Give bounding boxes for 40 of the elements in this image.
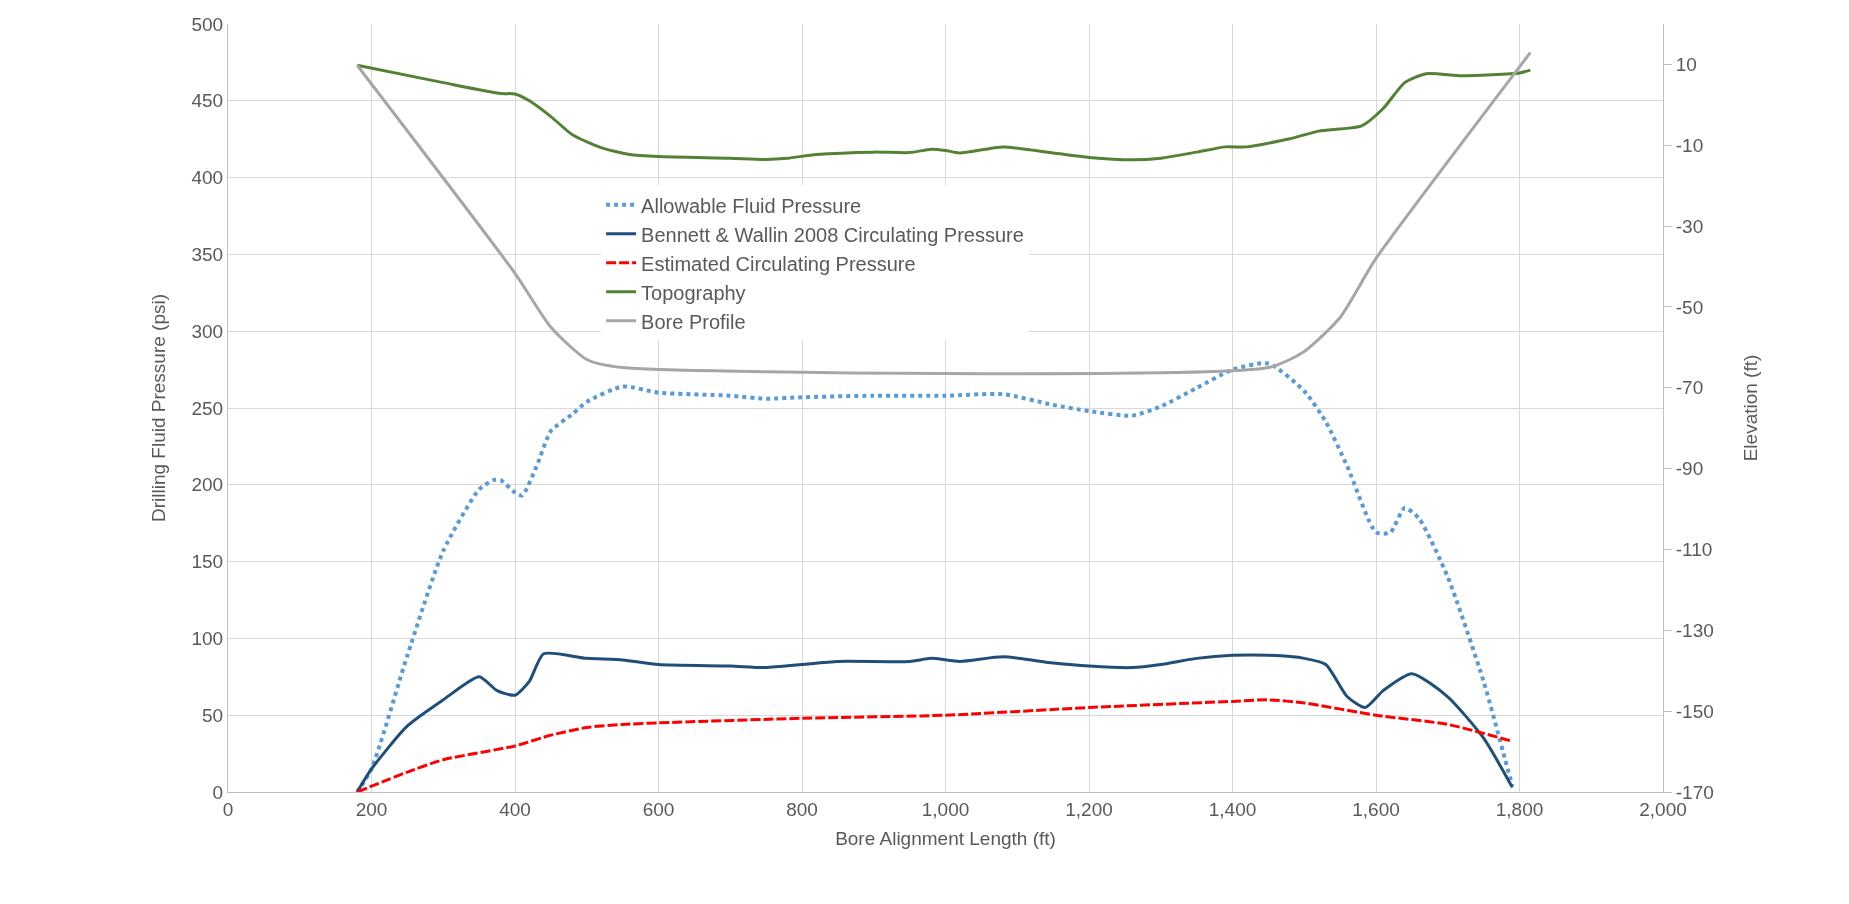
x-tick-label: 200	[355, 798, 388, 820]
y-tick-label: 100	[191, 628, 224, 650]
x-tick-label: 1,800	[1495, 798, 1544, 820]
legend-label: Topography	[641, 281, 746, 304]
legend-label: Estimated Circulating Pressure	[641, 252, 916, 275]
y2-tick-label: -130	[1675, 619, 1714, 641]
y-axis-title: Drilling Fluid Pressure (psi)	[148, 293, 170, 523]
line-series	[355, 361, 1515, 792]
y2-axis-title: Elevation (ft)	[1739, 354, 1761, 462]
x-tick-label: 600	[642, 798, 675, 820]
x-tick-label: 1,000	[921, 798, 970, 820]
y2-tick-label: -90	[1675, 458, 1704, 480]
y2-tick-label: -10	[1675, 134, 1704, 156]
y-tick-label: 450	[191, 90, 224, 112]
y-tick-label: 250	[191, 397, 224, 419]
line-series	[355, 63, 1532, 162]
y-tick-label: 350	[191, 244, 224, 266]
y2-tick-label: -30	[1675, 215, 1704, 237]
y-tick-label: 150	[191, 551, 224, 573]
y-tick-label: 50	[202, 704, 224, 726]
legend-label: Allowable Fluid Pressure	[641, 194, 862, 217]
y2-tick-label: -150	[1675, 700, 1714, 722]
y2-tick-label: 10	[1675, 54, 1697, 76]
line-series	[355, 651, 1514, 792]
y2-tick-label: -70	[1675, 377, 1704, 399]
y2-tick-label: -110	[1675, 539, 1713, 561]
y-tick-label: 0	[212, 781, 224, 803]
y2-tick-label: -50	[1675, 296, 1704, 318]
x-tick-label: 1,400	[1208, 798, 1257, 820]
legend-label: Bore Profile	[641, 310, 746, 333]
y-tick-label: 400	[191, 167, 224, 189]
y-tick-label: 300	[191, 320, 224, 342]
x-tick-label: 1,600	[1352, 798, 1400, 820]
legend-label: Bennett & Wallin 2008 Circulating Pressure	[641, 223, 1024, 246]
y-tick-label: 200	[191, 474, 224, 496]
y-tick-label: 500	[191, 13, 224, 35]
x-tick-label: 400	[499, 798, 531, 820]
x-tick-label: 800	[786, 798, 818, 820]
x-tick-label: 1,200	[1065, 798, 1113, 820]
x-axis-title: Bore Alignment Length (ft)	[835, 827, 1056, 849]
